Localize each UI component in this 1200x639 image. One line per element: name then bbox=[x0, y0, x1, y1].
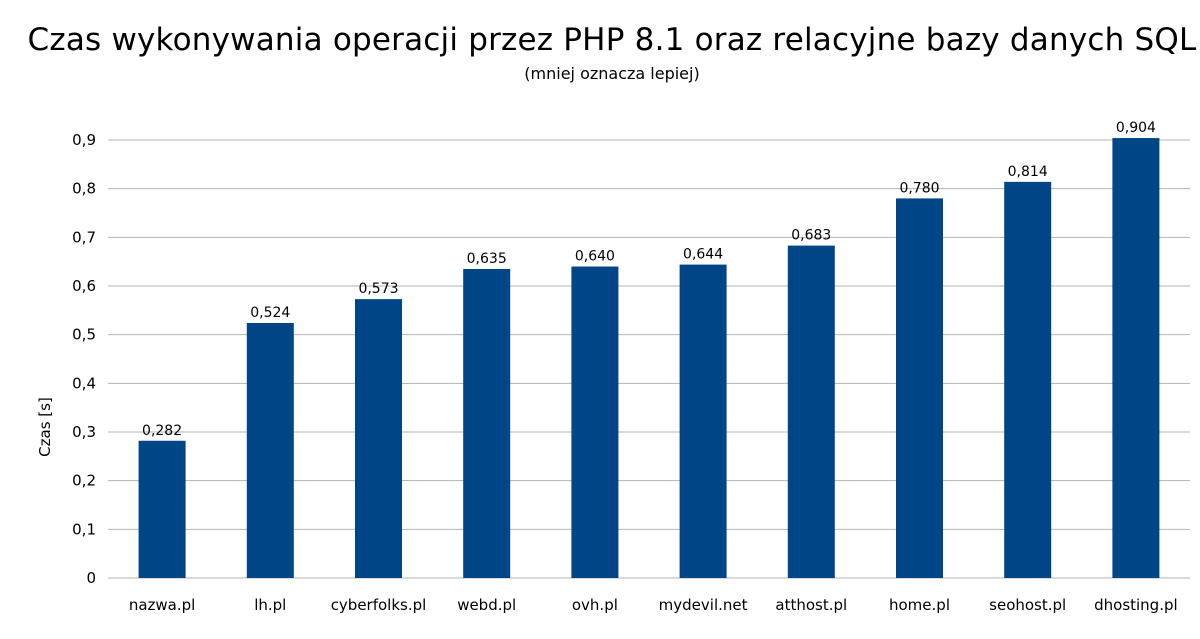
x-category-label: webd.pl bbox=[457, 596, 516, 614]
x-category-label: cyberfolks.pl bbox=[331, 596, 427, 614]
data-label: 0,524 bbox=[250, 305, 290, 321]
x-category-label: mydevil.net bbox=[659, 596, 748, 614]
y-tick-label: 0,8 bbox=[72, 180, 96, 198]
bar bbox=[787, 245, 835, 578]
bar bbox=[1004, 181, 1052, 578]
y-tick-label: 0,2 bbox=[72, 472, 96, 490]
bar bbox=[679, 264, 727, 578]
x-category-label: nazwa.pl bbox=[129, 596, 196, 614]
bar bbox=[246, 322, 294, 578]
data-label: 0,573 bbox=[358, 281, 398, 297]
data-label: 0,904 bbox=[1116, 120, 1156, 136]
y-axis-title: Czas [s] bbox=[36, 397, 54, 457]
data-label: 0,640 bbox=[575, 249, 615, 265]
data-label: 0,683 bbox=[791, 228, 831, 244]
y-tick-label: 0,1 bbox=[72, 520, 96, 538]
data-label: 0,814 bbox=[1008, 164, 1048, 180]
y-tick-label: 0,6 bbox=[72, 277, 96, 295]
x-category-label: dhosting.pl bbox=[1094, 596, 1178, 614]
bar bbox=[138, 440, 186, 578]
y-tick-label: 0,7 bbox=[72, 228, 96, 246]
x-category-label: home.pl bbox=[889, 596, 950, 614]
data-label: 0,635 bbox=[467, 251, 507, 267]
bars bbox=[138, 138, 1160, 578]
bar bbox=[355, 299, 402, 578]
data-label: 0,780 bbox=[899, 180, 939, 196]
chart-title: Czas wykonywania operacji przez PHP 8.1 … bbox=[27, 22, 1197, 58]
x-category-label: ovh.pl bbox=[572, 596, 618, 614]
labels: 0 0,1 0,2 0,3 0,4 0,5 0,6 0,7 0,8 0,9 0,282 nazwa.p… bbox=[72, 120, 1178, 614]
x-category-label: seohost.pl bbox=[989, 596, 1066, 614]
bar bbox=[1112, 138, 1160, 578]
data-label: 0,282 bbox=[142, 423, 182, 439]
x-category-label: lh.pl bbox=[254, 596, 286, 614]
chart-subtitle: (mniej oznacza lepiej) bbox=[524, 64, 700, 83]
y-tick-label: 0,3 bbox=[72, 423, 96, 441]
bar bbox=[463, 268, 511, 578]
bar bbox=[896, 198, 943, 578]
y-tick-label: 0 bbox=[86, 569, 96, 587]
bar bbox=[571, 266, 619, 578]
data-label: 0,644 bbox=[683, 247, 723, 263]
x-category-label: atthost.pl bbox=[775, 596, 847, 614]
y-tick-label: 0,4 bbox=[72, 374, 96, 392]
y-tick-label: 0,5 bbox=[72, 326, 96, 344]
y-tick-label: 0,9 bbox=[72, 131, 96, 149]
